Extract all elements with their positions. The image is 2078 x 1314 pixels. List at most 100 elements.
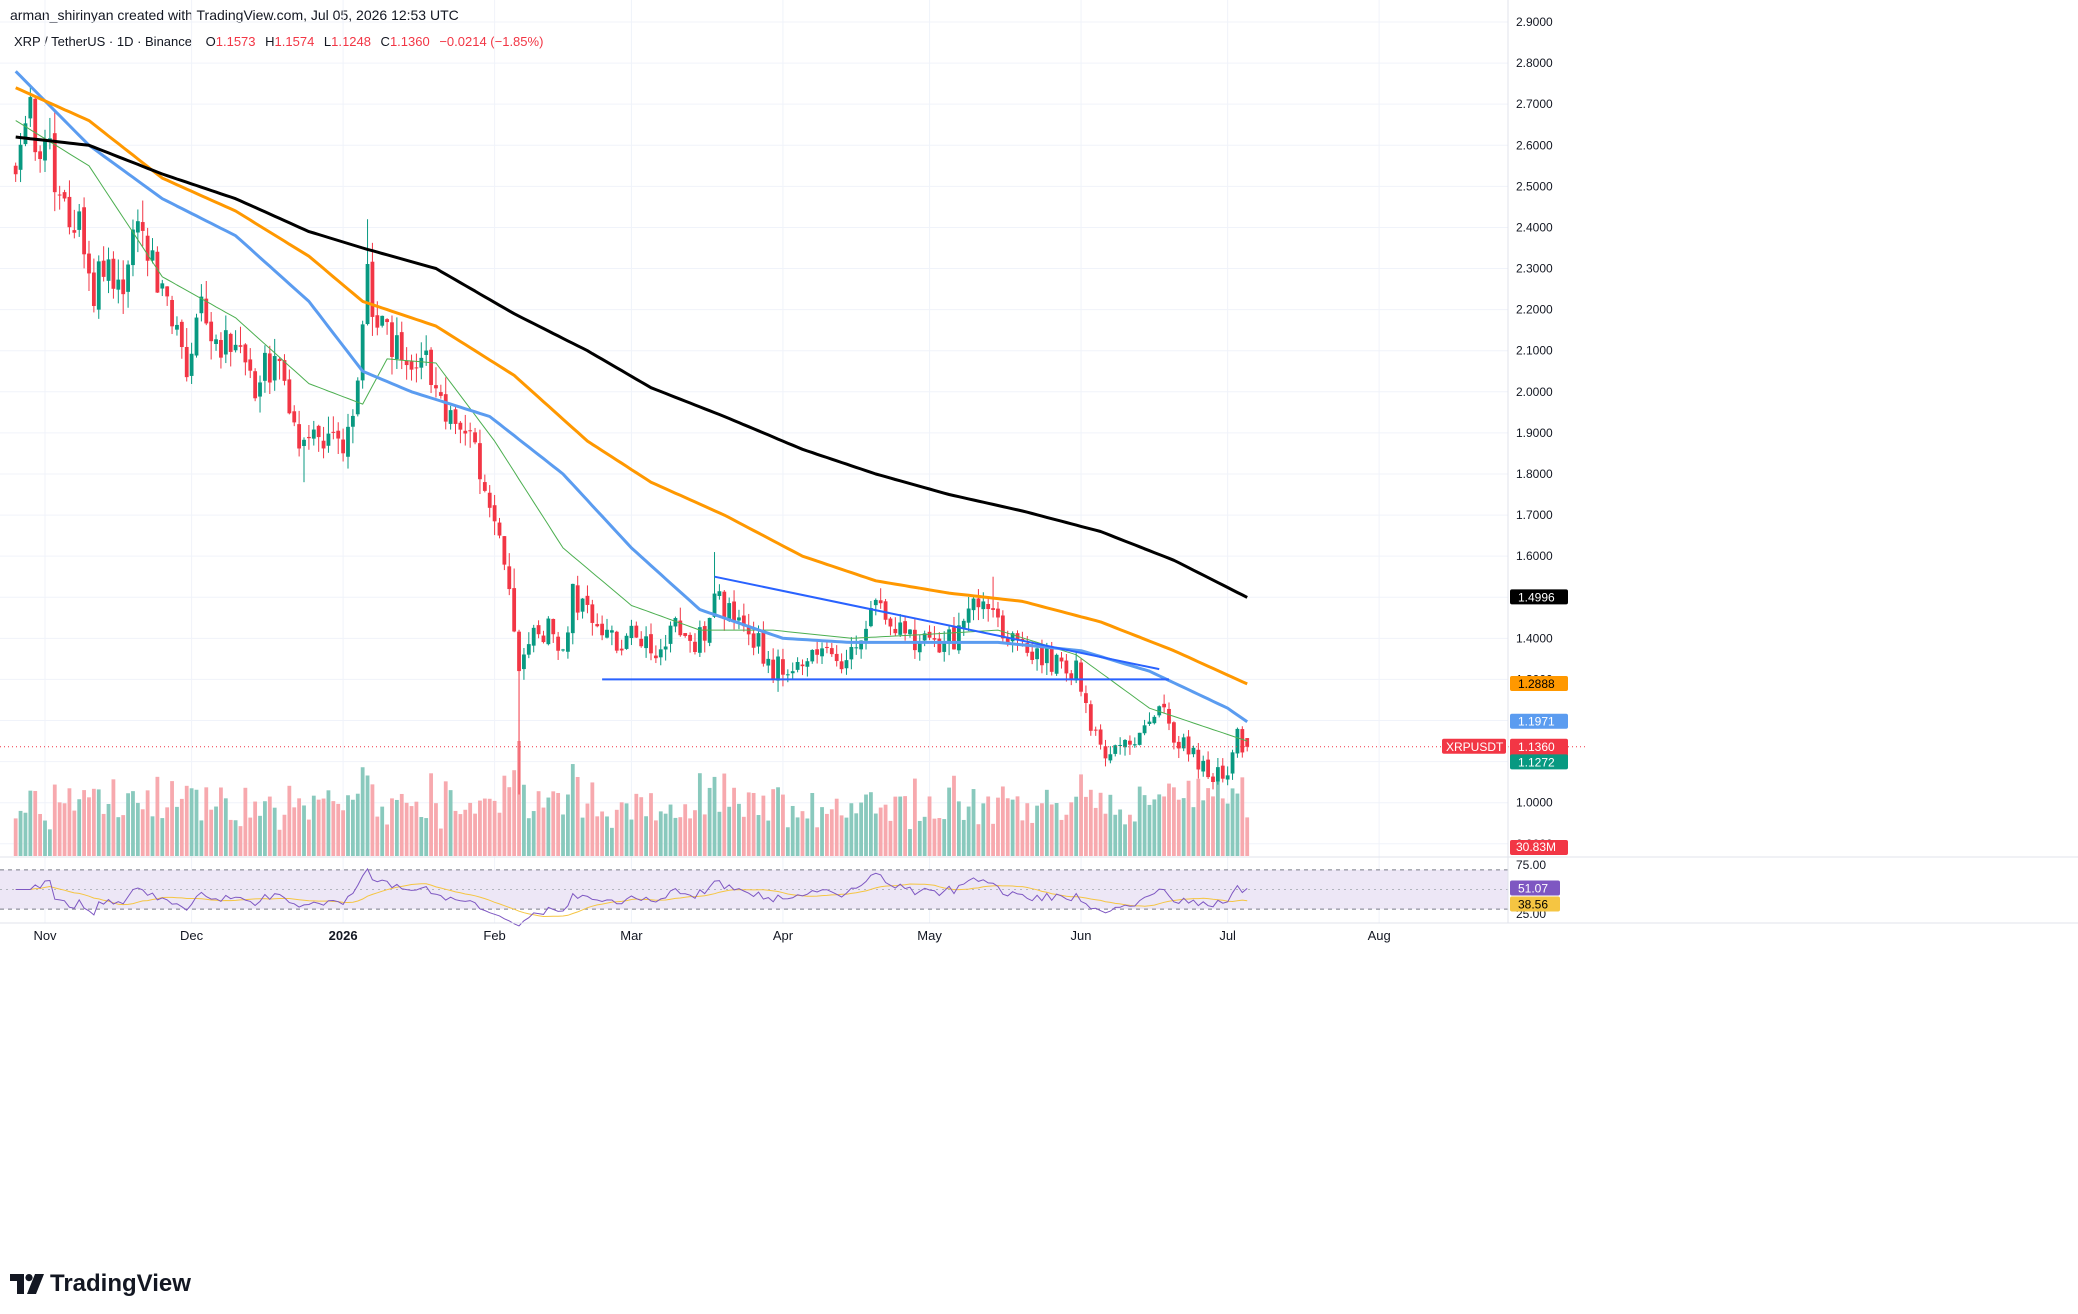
volume-bar <box>644 816 649 856</box>
candle-body <box>1025 643 1030 653</box>
volume-bar <box>434 803 438 856</box>
candle-body <box>790 671 795 674</box>
candle-body <box>331 431 336 433</box>
volume-bar <box>1064 814 1069 856</box>
volume-bar <box>1069 802 1074 856</box>
time-tick-apr: Apr <box>773 928 794 943</box>
candle-body <box>873 599 878 606</box>
price-tag-box <box>1510 713 1568 729</box>
volume-bar <box>546 797 551 856</box>
volume-bar <box>903 796 908 856</box>
volume-bar <box>82 790 86 856</box>
candle-body <box>761 630 766 664</box>
volume-bar <box>473 813 477 856</box>
candle-body <box>756 633 761 647</box>
candle-body <box>898 622 903 635</box>
volume-bar <box>443 781 448 856</box>
volume-bar <box>1093 807 1098 856</box>
candle-body <box>678 620 683 636</box>
candle-body <box>360 324 365 381</box>
volume-bar <box>204 787 209 856</box>
candle-body <box>663 646 668 650</box>
volume-bar <box>87 797 91 856</box>
volume-bar <box>399 793 404 856</box>
candle-body <box>1074 660 1079 681</box>
candle-body <box>179 321 184 348</box>
candle-body <box>1181 737 1186 749</box>
volume-bar <box>805 818 810 856</box>
symbol-title[interactable]: XRP / TetherUS · 1D · Binance <box>14 34 192 49</box>
volume-bar <box>624 803 629 856</box>
time-tick-jul: Jul <box>1219 928 1236 943</box>
volume-bar <box>1044 789 1049 856</box>
tradingview-logo[interactable]: TradingView <box>10 1270 191 1298</box>
volume-bar <box>126 793 130 856</box>
symbol-legend[interactable]: XRP / TetherUS · 1D · Binance O1.1573 H1… <box>14 34 549 49</box>
candle-body <box>96 261 101 310</box>
candle-body <box>1240 729 1245 753</box>
volume-bar <box>438 828 443 856</box>
candle-body <box>912 629 917 651</box>
volume-bar <box>614 809 619 856</box>
candle-body <box>365 264 370 325</box>
volume-bar <box>1010 799 1015 856</box>
price-tick-label: 2.7000 <box>1516 97 1553 111</box>
candle-body <box>1113 745 1118 754</box>
volume-bar <box>1015 796 1020 856</box>
candle-body <box>727 603 732 621</box>
volume-bar <box>258 815 262 856</box>
candle-body <box>47 138 52 141</box>
time-tick-aug: Aug <box>1368 928 1391 943</box>
volume-bar <box>1088 789 1093 856</box>
candle-body <box>908 629 912 635</box>
candle-body <box>1235 728 1240 754</box>
candle-body <box>614 631 619 651</box>
candle-body <box>658 649 663 658</box>
volume-bar <box>419 817 424 856</box>
volume-bar <box>1176 799 1181 856</box>
price-tick-label: 2.0000 <box>1516 385 1553 399</box>
candle-body <box>741 615 746 627</box>
candle-body <box>1103 746 1108 759</box>
candle-body <box>267 353 272 383</box>
volume-bar <box>13 818 18 856</box>
time-tick-may: May <box>917 928 942 943</box>
volume-bar <box>605 816 609 856</box>
candle-body <box>458 422 463 430</box>
candle-body <box>155 251 160 293</box>
ohlc-close-label: C <box>380 34 390 49</box>
candle-body <box>1069 673 1074 680</box>
time-tick-dec: Dec <box>180 928 204 943</box>
volume-bar <box>683 804 688 856</box>
volume-bar <box>478 800 482 856</box>
candle-body <box>1171 722 1176 743</box>
volume-bar <box>1162 796 1167 856</box>
price-tick-label: 2.5000 <box>1516 179 1553 193</box>
volume-bar <box>751 792 756 856</box>
candle-body <box>306 436 311 439</box>
volume-bar <box>986 796 991 856</box>
volume-bar <box>507 787 512 856</box>
candle-body <box>1142 725 1147 734</box>
volume-bar <box>1181 798 1186 856</box>
volume-bar <box>1245 817 1250 856</box>
volume-bar <box>717 811 722 856</box>
candle-body <box>986 603 991 610</box>
volume-bar <box>746 792 751 856</box>
volume-bar <box>1211 796 1215 856</box>
candle-body <box>585 595 590 605</box>
candle-body <box>297 424 302 449</box>
volume-bar <box>888 820 893 856</box>
volume-bar <box>653 820 658 856</box>
volume-bar <box>429 773 433 856</box>
candle-body <box>693 641 697 652</box>
volume-bar <box>170 781 174 856</box>
candle-body <box>771 659 776 680</box>
price-tick-label: 1.4000 <box>1516 631 1553 645</box>
candle-body <box>52 133 57 193</box>
volume-bar <box>971 789 976 856</box>
volume-bar <box>38 813 43 856</box>
tradingview-logo-icon <box>10 1274 44 1294</box>
candle-body <box>952 627 956 650</box>
